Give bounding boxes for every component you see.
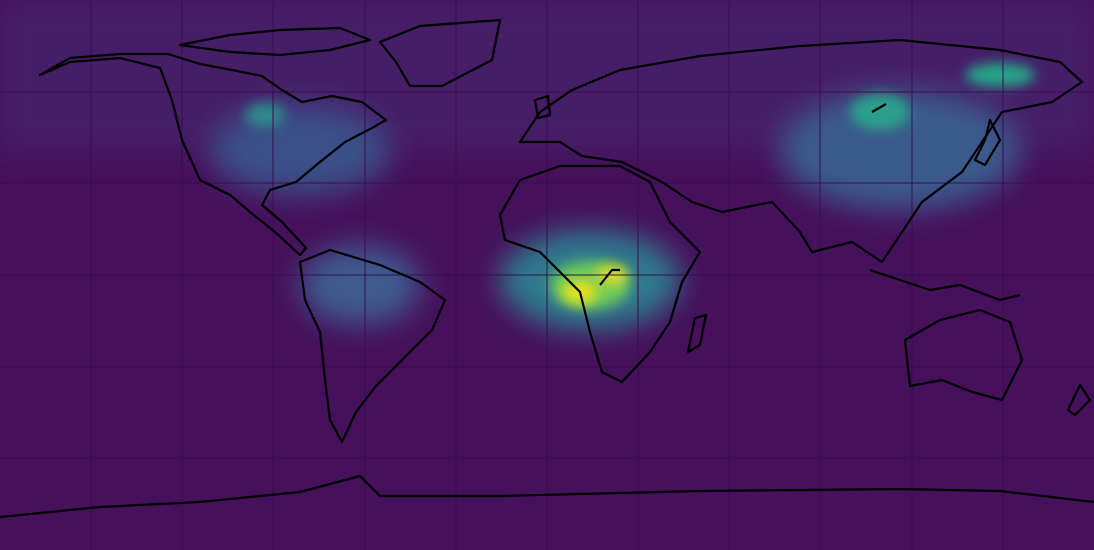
indonesia xyxy=(869,268,1021,302)
lake xyxy=(599,268,620,286)
heat-blob xyxy=(780,90,1020,210)
south-america xyxy=(298,248,447,444)
heat-blob xyxy=(210,105,390,195)
madagascar xyxy=(686,313,708,354)
greenland xyxy=(378,18,502,88)
coastlines xyxy=(0,18,1094,519)
north-america xyxy=(38,52,388,257)
heat-blob xyxy=(245,103,285,127)
uk xyxy=(533,94,552,120)
eurasia xyxy=(518,38,1084,264)
heat-blob xyxy=(300,245,420,325)
heat-blob xyxy=(965,63,1035,87)
arctic-islands xyxy=(178,26,372,57)
antarctica xyxy=(0,474,1094,519)
lake xyxy=(871,103,887,113)
japan xyxy=(973,118,1002,167)
australia xyxy=(903,308,1024,402)
heat-blob xyxy=(850,94,910,130)
heat-field xyxy=(210,63,1035,330)
africa xyxy=(498,164,702,384)
new-zealand xyxy=(1066,383,1092,417)
